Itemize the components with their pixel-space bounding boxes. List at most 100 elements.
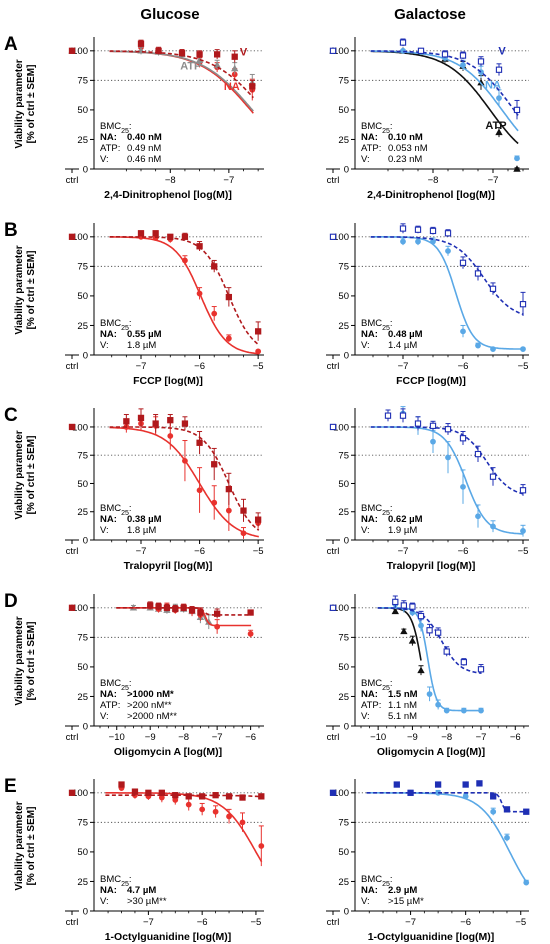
y-tick-label: 75	[77, 633, 88, 644]
data-point-v	[254, 516, 262, 523]
data-point-v	[123, 418, 130, 425]
data-point-v	[443, 648, 450, 655]
bmc-label: V:	[361, 525, 370, 536]
data-point-v	[399, 39, 407, 46]
bmc-label: NA:	[100, 132, 117, 143]
data-point-v	[181, 420, 189, 427]
data-point-v	[426, 627, 433, 634]
data-point-na	[225, 335, 232, 342]
data-point-na	[225, 507, 232, 514]
data-point-v	[414, 226, 422, 233]
data-point-v	[444, 230, 452, 237]
y-tick-label: 100	[72, 232, 88, 243]
data-point-na	[239, 819, 246, 826]
bmc-colon: :	[390, 503, 393, 514]
data-point-v	[131, 788, 139, 795]
data-point-v	[429, 227, 437, 235]
data-point-v	[417, 612, 425, 620]
fit-curve-v	[109, 426, 260, 531]
data-point-v	[444, 426, 452, 433]
y-axis-title: Viability parameter [% of ctrl ± SEM]	[14, 616, 37, 705]
x-tick-label: −7	[136, 361, 147, 372]
y-tick-label: 0	[344, 721, 349, 732]
data-point-na	[167, 433, 174, 439]
data-point-atp	[408, 637, 417, 644]
bmc-label: V:	[361, 340, 370, 351]
data-point-v	[477, 666, 485, 673]
data-point-v	[409, 603, 416, 610]
bmc-label: NA:	[100, 514, 117, 525]
fit-curve-v	[105, 794, 262, 798]
data-point-na	[460, 328, 466, 335]
data-point-na	[478, 707, 484, 714]
x-tick-label: −5	[518, 546, 529, 557]
data-point-na	[255, 348, 262, 355]
x-tick-label: −10	[370, 732, 386, 743]
data-point-v	[145, 789, 152, 796]
y-tick-label: 25	[77, 877, 88, 888]
data-point-na	[504, 834, 510, 841]
bmc-subscript: 25	[121, 510, 129, 517]
y-tick-label: 75	[338, 451, 349, 462]
panel-2: ctrl 0 25 50 75 100 −8 −7 2,4-Dinitrophenol [log…	[326, 37, 529, 201]
y-tick-label: 50	[338, 291, 349, 302]
series-na	[69, 416, 262, 539]
x-tick-label-ctrl: ctrl	[327, 546, 340, 557]
bmc-subscript: 25	[382, 325, 390, 332]
data-point-atp	[495, 128, 503, 136]
data-point-v	[519, 301, 527, 308]
data-point-v	[240, 507, 247, 514]
fit-curve-v	[366, 791, 527, 813]
data-point-atp	[513, 165, 521, 172]
data-point-na	[214, 623, 221, 630]
series-na	[330, 406, 526, 537]
bmc-value: 5.1 nM	[388, 711, 417, 722]
fit-curve-v	[109, 236, 260, 346]
data-point-v	[118, 781, 125, 788]
bmc-value: 1.9 µM	[388, 525, 417, 536]
data-point-v	[225, 485, 233, 493]
data-point-na	[196, 290, 203, 297]
series-v	[329, 38, 521, 120]
bmc-value: >15 µM*	[388, 896, 424, 907]
data-point-na	[475, 513, 481, 520]
bmc-label: NA:	[361, 132, 378, 143]
data-point-v	[211, 461, 218, 468]
x-tick-label-ctrl: ctrl	[66, 546, 79, 557]
y-tick-label: 100	[333, 232, 349, 243]
data-point-v	[434, 781, 442, 788]
x-axis-title: Tralopyril [log(M)]	[387, 560, 476, 572]
data-point-atp	[231, 64, 239, 72]
y-tick-label: 75	[338, 262, 349, 273]
data-point-na	[400, 238, 406, 245]
y-axis-title: Viability parameter [% of ctrl ± SEM]	[14, 245, 37, 334]
x-tick-label-ctrl: ctrl	[66, 175, 79, 186]
panel-8: ctrl 0 25 50 75 100 −10 −9 −8 −7 −6 Oligomycin A [l…	[326, 594, 529, 758]
y-tick-label: 0	[344, 350, 349, 361]
y-axis-title-line2: [% of ctrl ± SEM]	[26, 436, 37, 515]
data-point-v	[392, 598, 399, 606]
y-tick-label: 75	[338, 818, 349, 829]
series-na	[330, 47, 520, 162]
x-tick-label-ctrl: ctrl	[327, 732, 340, 743]
data-point-v	[249, 83, 256, 90]
panel-letter: C	[4, 405, 18, 426]
data-point-v	[152, 230, 159, 237]
data-point-na	[415, 238, 421, 245]
data-point-v	[137, 414, 145, 422]
bmc-colon: :	[129, 503, 132, 514]
y-axis-title-line2: [% of ctrl ± SEM]	[26, 65, 37, 144]
y-tick-label: 100	[333, 422, 349, 433]
y-axis-title-line2: [% of ctrl ± SEM]	[26, 622, 37, 701]
data-point-na	[520, 346, 526, 352]
data-point-v	[489, 285, 497, 292]
data-point-v	[489, 473, 497, 480]
x-tick-label: −9	[407, 732, 418, 743]
x-tick-label: −7	[476, 732, 487, 743]
bmc-colon: :	[129, 318, 132, 329]
x-tick-label-ctrl: ctrl	[327, 361, 340, 372]
x-tick-label: −7	[136, 546, 147, 557]
bmc-value: 0.55 µM	[127, 329, 162, 340]
fit-curve-atp	[377, 606, 422, 661]
